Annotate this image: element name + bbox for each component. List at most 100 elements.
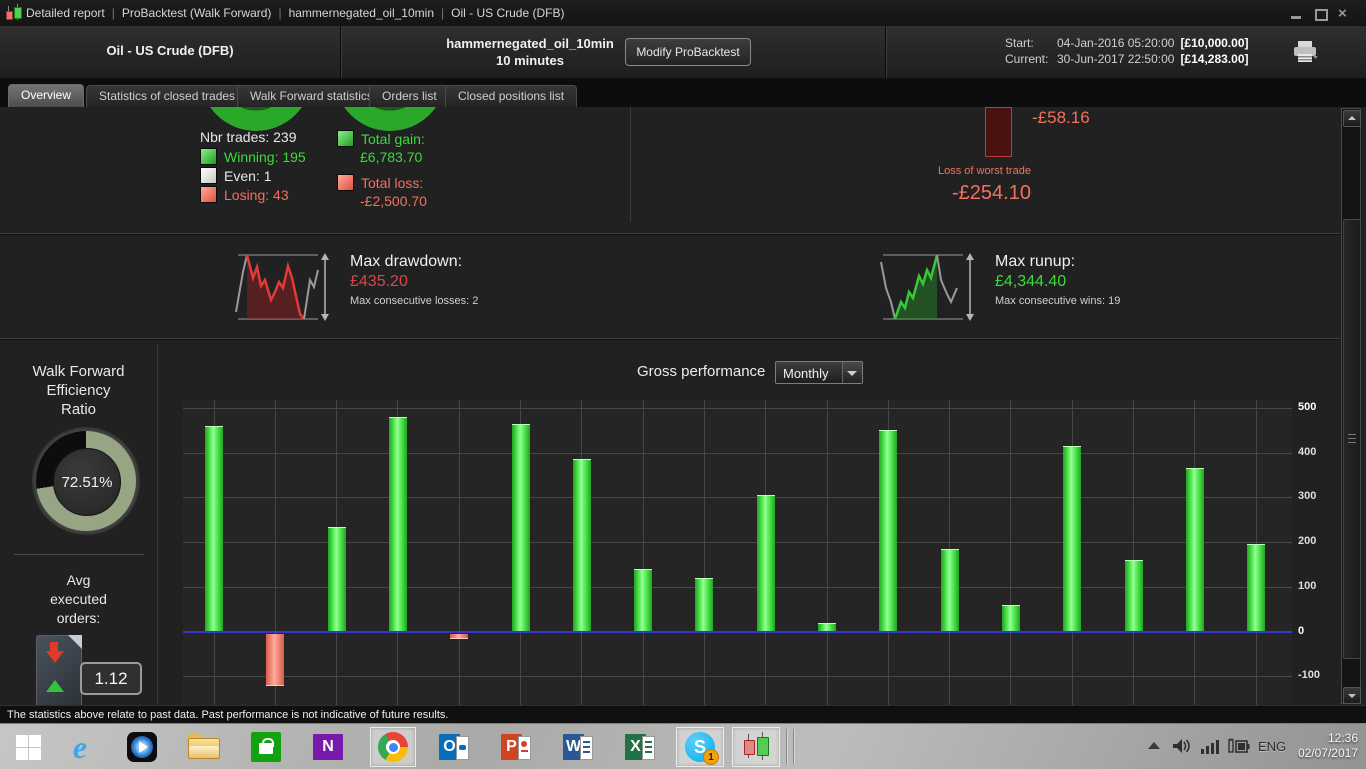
chart-bar — [266, 633, 285, 687]
y-tick-label: 500 — [1298, 401, 1317, 414]
probacktest-app-icon — [743, 732, 769, 762]
start-button[interactable] — [6, 730, 50, 764]
loss-swatch — [337, 174, 354, 191]
chart-bar — [205, 425, 223, 633]
maximize-button[interactable] — [1312, 7, 1330, 21]
interval-dropdown[interactable]: Monthly — [775, 361, 863, 384]
vertical-gridline — [826, 400, 828, 705]
hidden-icons-chevron[interactable] — [1148, 742, 1160, 749]
outlook-icon: O — [439, 732, 469, 762]
taskbar-internet-explorer[interactable]: e — [58, 730, 102, 764]
modify-probacktest-button[interactable]: Modify ProBacktest — [625, 38, 751, 66]
vertical-gridline — [1010, 400, 1012, 705]
avg-orders-title: Avg executed orders: — [50, 572, 107, 626]
tab-walk-forward-statistics[interactable]: Walk Forward statistics — [237, 85, 386, 107]
strategy-timeframe: 10 minutes — [496, 53, 564, 68]
word-icon: W — [563, 732, 593, 762]
avg-orders-icon — [36, 635, 82, 705]
language-indicator[interactable]: ENG — [1258, 739, 1287, 754]
taskbar-excel[interactable]: X — [618, 730, 662, 764]
battery-power-icon[interactable] — [1228, 738, 1250, 754]
tab-statistics-closed-trades[interactable]: Statistics of closed trades — [86, 85, 249, 107]
windows-store-icon — [251, 732, 281, 762]
scroll-up-button[interactable] — [1343, 110, 1361, 127]
vertical-gridline — [458, 400, 460, 705]
y-tick-label: 100 — [1298, 579, 1317, 592]
max-runup-value: £4,344.40 — [995, 273, 1067, 290]
clock-date: 02/07/2017 — [1297, 746, 1358, 760]
worst-trade-bar — [985, 107, 1012, 157]
taskbar-outlook[interactable]: O — [432, 730, 476, 764]
scroll-down-button[interactable] — [1343, 687, 1361, 704]
close-button[interactable]: × — [1338, 5, 1347, 22]
app-window-icon — [5, 4, 23, 21]
max-drawdown-label: Max drawdown: — [350, 253, 463, 270]
instrument-name: Oil - US Crude (DFB) — [106, 43, 234, 58]
chart-bar — [511, 423, 530, 633]
tab-orders-list[interactable]: Orders list — [369, 85, 450, 107]
chart-bar — [879, 430, 898, 633]
horizontal-gridline — [183, 408, 1292, 410]
horizontal-gridline — [183, 586, 1292, 588]
taskbar-onenote[interactable]: N — [306, 730, 350, 764]
vertical-scrollbar[interactable] — [1341, 108, 1361, 704]
chrome-icon — [378, 732, 408, 762]
current-equity: [£14,283.00] — [1180, 52, 1249, 66]
taskbar-media-player[interactable] — [120, 730, 164, 764]
scrollbar-thumb[interactable] — [1343, 219, 1361, 659]
chart-bar — [1063, 446, 1082, 633]
taskbar-windows-store[interactable] — [244, 730, 288, 764]
overview-panel: Nbr trades: 239 Winning: 195 Even: 1 Los… — [0, 107, 1366, 705]
y-tick-label: 400 — [1298, 445, 1317, 458]
strategy-name-block: hammernegated_oil_10min 10 minutes — [420, 35, 640, 69]
clock-time: 12:36 — [1327, 731, 1358, 745]
total-gain-value: £6,783.70 — [360, 149, 423, 165]
interval-dropdown-value: Monthly — [783, 366, 829, 381]
vertical-gridline — [703, 400, 705, 705]
taskbar-chrome[interactable] — [370, 727, 416, 767]
max-consecutive-wins: Max consecutive wins: 19 — [995, 295, 1121, 307]
taskbar-file-explorer[interactable] — [182, 730, 226, 764]
losing-swatch — [200, 186, 217, 203]
chevron-down-icon — [847, 371, 857, 376]
gross-performance-chart — [183, 400, 1292, 705]
chart-bar — [940, 548, 959, 633]
minimize-button[interactable] — [1288, 7, 1306, 21]
y-axis-labels: 500 400 300 200 100 0 -100 — [1298, 400, 1338, 705]
legend-winning: Winning: 195 — [200, 148, 306, 170]
report-header: Oil - US Crude (DFB) hammernegated_oil_1… — [0, 26, 1366, 80]
taskbar-separator — [793, 729, 794, 764]
chart-bar — [388, 416, 407, 633]
current-datetime: 30-Jun-2017 22:50:00 — [1057, 52, 1175, 66]
excel-icon: X — [625, 732, 655, 762]
print-icon[interactable] — [1292, 40, 1320, 64]
strategy-name: hammernegated_oil_10min — [446, 36, 614, 51]
total-loss-row: Total loss: — [337, 174, 423, 196]
taskbar-probacktest-app[interactable] — [732, 727, 780, 767]
efficiency-ratio-gauge: 72.51% — [32, 427, 140, 535]
gauge-ring: 72.51% — [36, 431, 136, 531]
skype-notification-badge: 1 — [703, 749, 719, 765]
taskbar-word[interactable]: W — [556, 730, 600, 764]
chart-bar — [450, 633, 469, 640]
chart-bar — [327, 526, 346, 633]
vertical-gridline — [642, 400, 644, 705]
tab-overview[interactable]: Overview — [8, 84, 85, 107]
disclaimer-status-bar: The statistics above relate to past data… — [0, 705, 1366, 723]
max-runup-icon — [880, 253, 974, 321]
nbr-trades: Nbr trades: 239 — [200, 129, 297, 145]
volume-icon[interactable] — [1172, 738, 1192, 754]
windows-logo-icon — [15, 734, 41, 760]
tab-closed-positions-list[interactable]: Closed positions list — [445, 85, 578, 107]
dropdown-arrow-button[interactable] — [842, 362, 862, 383]
chart-bar — [1247, 544, 1266, 633]
max-consecutive-losses: Max consecutive losses: 2 — [350, 295, 479, 307]
taskbar-powerpoint[interactable]: P — [494, 730, 538, 764]
clock[interactable]: 12:36 02/07/2017 — [1278, 731, 1358, 761]
walk-forward-ratio-title: Walk Forward Efficiency Ratio — [32, 363, 125, 418]
sidebar-divider — [157, 345, 158, 705]
gain-swatch — [337, 130, 354, 147]
network-signal-icon[interactable] — [1200, 738, 1220, 754]
